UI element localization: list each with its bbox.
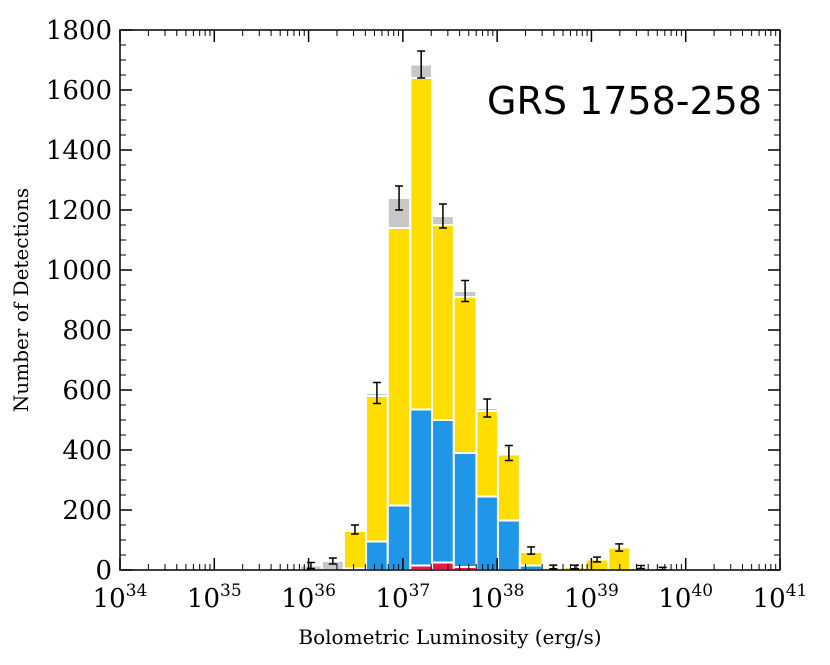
bar-segment <box>452 452 478 568</box>
x-tick-base: 10 <box>281 584 314 614</box>
x-tick-exponent: 40 <box>691 581 713 601</box>
error-bar <box>395 185 404 211</box>
x-tick-label: 1040 <box>658 581 713 614</box>
x-tick-base: 10 <box>564 584 597 614</box>
x-tick-base: 10 <box>658 584 691 614</box>
x-tick-label: 1041 <box>753 581 808 614</box>
x-tick-label: 1034 <box>93 581 148 614</box>
error-bar <box>350 524 359 535</box>
x-tick-label: 1037 <box>375 581 430 614</box>
y-tick-label: 0 <box>95 556 112 586</box>
y-tick-label: 1200 <box>46 196 112 226</box>
error-bar <box>504 444 513 462</box>
x-tick-exponent: 38 <box>503 581 525 601</box>
y-tick-label: 200 <box>62 496 112 526</box>
error-bar <box>417 50 426 79</box>
x-tick-label: 1035 <box>187 581 242 614</box>
y-tick-label: 1600 <box>46 76 112 106</box>
x-tick-exponent: 41 <box>786 581 808 601</box>
y-tick-label: 600 <box>62 376 112 406</box>
error-bar <box>570 564 579 570</box>
bar-segment <box>431 419 455 564</box>
bar-segment <box>365 395 389 543</box>
bar-segment <box>452 296 478 454</box>
error-bar <box>372 381 381 405</box>
x-tick-label: 1039 <box>564 581 619 614</box>
error-bar <box>636 564 645 570</box>
y-tick-label: 800 <box>62 316 112 346</box>
bar-segment <box>386 227 412 507</box>
bar-segment <box>409 408 434 567</box>
bar-segment <box>475 495 499 571</box>
bar-segment <box>386 504 412 571</box>
annotation: GRS 1758-258 <box>487 79 762 123</box>
x-tick-base: 10 <box>375 584 408 614</box>
bar-segment <box>409 77 434 411</box>
error-bar <box>438 203 447 229</box>
x-tick-base: 10 <box>187 584 220 614</box>
bar-segment <box>431 224 455 421</box>
plot-frame <box>119 29 781 571</box>
x-tick-base: 10 <box>93 584 126 614</box>
x-tick-base: 10 <box>470 584 503 614</box>
y-axis-label: Number of Detections <box>9 188 33 412</box>
y-tick-label: 400 <box>62 436 112 466</box>
bar-segment <box>431 561 455 571</box>
x-tick-label: 1038 <box>470 581 525 614</box>
x-tick-exponent: 35 <box>220 581 242 601</box>
error-bar <box>593 556 602 563</box>
y-tick-label: 1400 <box>46 136 112 166</box>
bar-segment <box>496 453 521 522</box>
x-tick-exponent: 37 <box>409 581 431 601</box>
error-bar <box>461 279 470 303</box>
x-tick-label: 1036 <box>281 581 336 614</box>
y-tick-label: 1000 <box>46 256 112 286</box>
x-tick-base: 10 <box>753 584 786 614</box>
error-bar <box>328 557 337 565</box>
bar-segment <box>496 519 521 571</box>
error-bar <box>615 543 624 552</box>
y-tick-label: 1800 <box>46 16 112 46</box>
x-tick-exponent: 36 <box>314 581 336 601</box>
x-tick-exponent: 34 <box>126 581 148 601</box>
x-tick-exponent: 39 <box>597 581 619 601</box>
x-axis-label: Bolometric Luminosity (erg/s) <box>298 625 601 649</box>
error-bar <box>483 398 492 418</box>
bar-segment <box>365 540 389 571</box>
bar-segment <box>475 410 499 498</box>
error-bar <box>527 546 536 555</box>
error-bar <box>549 564 558 570</box>
bar-segment <box>342 530 368 570</box>
